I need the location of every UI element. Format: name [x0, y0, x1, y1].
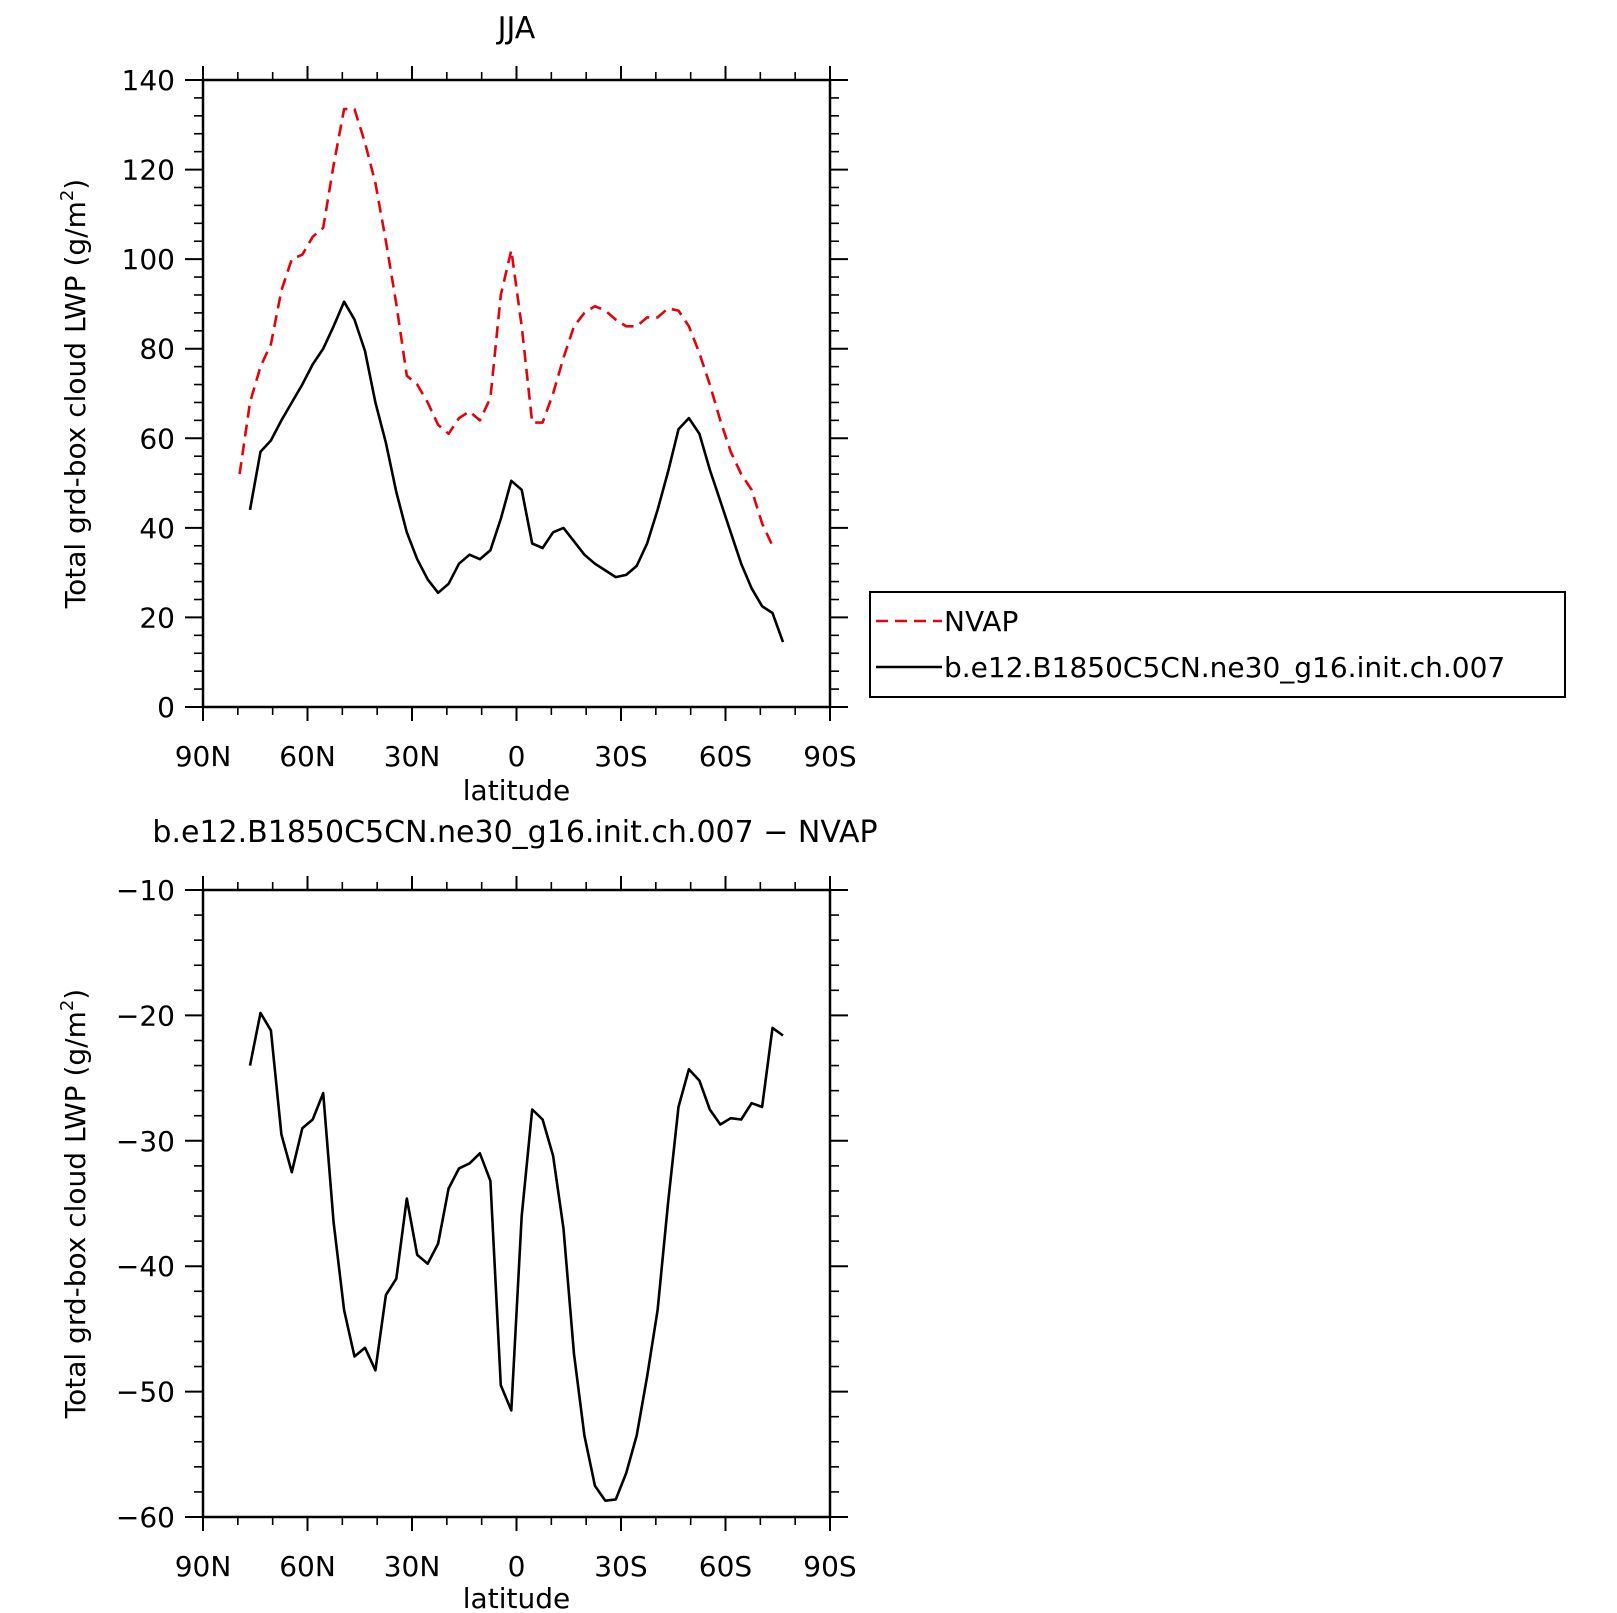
- y-tick-label: 140: [122, 64, 175, 97]
- y-axis-label-main: Total grd-box cloud LWP (g/m: [59, 1011, 92, 1419]
- y-tick-label: −40: [116, 1250, 175, 1283]
- x-axis-label: latitude: [463, 774, 570, 807]
- y-tick-label: 20: [139, 601, 175, 634]
- x-tick-label: 0: [508, 740, 526, 773]
- chart-title: JJA: [496, 11, 536, 46]
- x-tick-label: 30S: [594, 1550, 647, 1583]
- y-tick-label: −30: [116, 1125, 175, 1158]
- y-tick-label: −50: [116, 1376, 175, 1409]
- x-tick-label: 60S: [699, 1550, 752, 1583]
- top-panel-jja: JJA 90N 60N 30N 0 30S 60S 90S 0 20 40 60 80 100 120 140…: [57, 11, 857, 807]
- x-tick-label: 60S: [699, 740, 752, 773]
- legend-box: [869, 591, 1566, 698]
- y-tick-label: 100: [122, 243, 175, 276]
- series-line-1: [248, 300, 785, 643]
- x-tick-label: 30S: [594, 740, 647, 773]
- x-tick-label: 0: [508, 1550, 526, 1583]
- legend-entry-1: b.e12.B1850C5CN.ne30_g16.init.ch.007: [944, 651, 1505, 684]
- x-tick-label: 90S: [803, 740, 856, 773]
- legend: NVAP b.e12.B1850C5CN.ne30_g16.init.ch.007: [869, 591, 1566, 698]
- y-tick-label: 60: [139, 422, 175, 455]
- y-axis-label-superscript: 2: [57, 190, 78, 201]
- y-tick-label: 40: [139, 512, 175, 545]
- y-tick-label: 120: [122, 154, 175, 187]
- x-tick-label: 90N: [175, 1550, 232, 1583]
- x-tick-label: 90S: [803, 1550, 856, 1583]
- plot-frame: [201, 888, 832, 1519]
- legend-entry-0: NVAP: [944, 605, 1018, 638]
- y-tick-label: 0: [157, 691, 175, 724]
- y-axis-label-superscript: 2: [57, 1000, 78, 1011]
- y-tick-label: −10: [116, 874, 175, 907]
- y-axis-label-main: Total grd-box cloud LWP (g/m: [59, 201, 92, 609]
- y-tick-label: −60: [116, 1501, 175, 1534]
- y-axis-label-close: ): [59, 179, 92, 190]
- y-axis-label: Total grd-box cloud LWP (g/m2): [57, 989, 92, 1420]
- bottom-panel-difference: b.e12.B1850C5CN.ne30_g16.init.ch.007 − N…: [57, 815, 878, 1613]
- x-axis-label: latitude: [463, 1582, 570, 1613]
- y-tick-label: 80: [139, 333, 175, 366]
- x-tick-label: 30N: [384, 1550, 441, 1583]
- x-tick-label: 30N: [384, 740, 441, 773]
- y-axis-label: Total grd-box cloud LWP (g/m2): [57, 179, 92, 610]
- x-tick-label: 60N: [279, 740, 336, 773]
- x-tick-label: 60N: [279, 1550, 336, 1583]
- series-line-0: [238, 107, 774, 547]
- x-tick-label: 90N: [175, 740, 232, 773]
- series-line-0: [248, 1011, 784, 1502]
- y-axis-label-close: ): [59, 989, 92, 1000]
- y-tick-label: −20: [116, 999, 175, 1032]
- chart-title: b.e12.B1850C5CN.ne30_g16.init.ch.007 − N…: [152, 815, 877, 850]
